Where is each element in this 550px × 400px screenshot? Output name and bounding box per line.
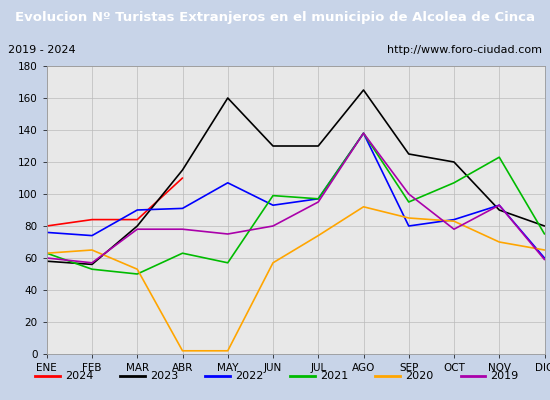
Text: 2019: 2019 [491,371,519,381]
Text: Evolucion Nº Turistas Extranjeros en el municipio de Alcolea de Cinca: Evolucion Nº Turistas Extranjeros en el … [15,12,535,24]
Text: 2022: 2022 [235,371,263,381]
Text: 2023: 2023 [150,371,178,381]
Text: 2024: 2024 [65,371,93,381]
Text: 2021: 2021 [320,371,348,381]
Text: http://www.foro-ciudad.com: http://www.foro-ciudad.com [387,45,542,55]
Text: 2019 - 2024: 2019 - 2024 [8,45,76,55]
Text: 2020: 2020 [405,371,433,381]
